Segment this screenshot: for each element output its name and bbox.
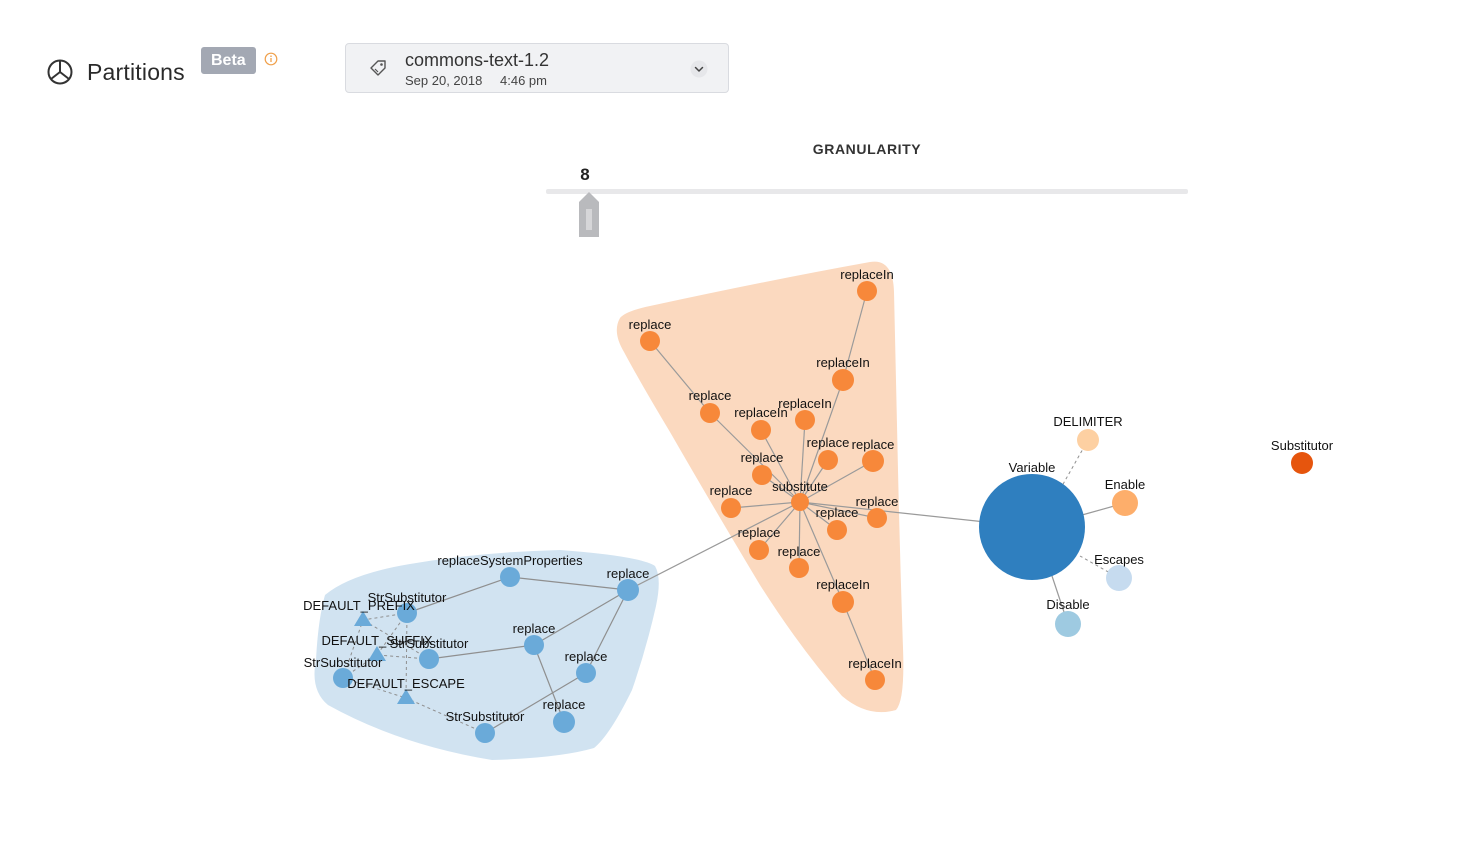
node-default-escape <box>397 689 415 704</box>
right-labels: Variable DELIMITER Enable Escapes Disabl… <box>1009 414 1334 612</box>
label-replace-1: replace <box>629 317 672 332</box>
node-blue-replace-3 <box>576 663 596 683</box>
node-enable[interactable] <box>1112 490 1138 516</box>
label-replacein-5: replaceIn <box>816 577 869 592</box>
label-replace-7: replace <box>856 494 899 509</box>
node-escapes[interactable] <box>1106 565 1132 591</box>
label-blue-replace-4: replace <box>543 697 586 712</box>
label-strsubstitutor-2: StrSubstitutor <box>390 636 469 651</box>
node-replace-5 <box>752 465 772 485</box>
granularity-slider-handle[interactable] <box>579 192 599 237</box>
label-substitutor: Substitutor <box>1271 438 1334 453</box>
label-replace-8: replace <box>816 505 859 520</box>
node-replacein-6 <box>865 670 885 690</box>
label-replacein-6: replaceIn <box>848 656 901 671</box>
orange-nodes[interactable] <box>640 281 887 690</box>
label-replacein-3: replaceIn <box>734 405 787 420</box>
node-replace-6 <box>721 498 741 518</box>
label-default-suffix: DEFAULT_SUFFIX <box>321 633 432 648</box>
label-strsubstitutor-4: StrSubstitutor <box>446 709 525 724</box>
node-replacein-3 <box>751 420 771 440</box>
label-blue-replace-2: replace <box>513 621 556 636</box>
label-replace-5: replace <box>741 450 784 465</box>
granularity-value: 8 <box>580 165 590 184</box>
node-replacein-4 <box>795 410 815 430</box>
node-replace-1 <box>640 331 660 351</box>
node-replacein-1 <box>857 281 877 301</box>
info-icon[interactable] <box>264 52 278 66</box>
node-replacesystemproperties <box>500 567 520 587</box>
chevron-down-icon[interactable] <box>690 60 708 78</box>
release-name: commons-text-1.2 <box>405 50 550 70</box>
node-strsubstitutor-1 <box>397 603 417 623</box>
release-selector[interactable]: commons-text-1.2 Sep 20, 2018 4:46 pm <box>345 43 729 93</box>
node-blue-replace-4 <box>553 711 575 733</box>
node-disable[interactable] <box>1055 611 1081 637</box>
label-replace-4: replace <box>852 437 895 452</box>
node-substitutor[interactable] <box>1291 452 1313 474</box>
node-replace-7 <box>867 508 887 528</box>
blue-edges <box>406 576 629 734</box>
release-time: 4:46 pm <box>500 73 547 88</box>
page-title-group: Partitions <box>46 58 185 86</box>
label-default-prefix: DEFAULT_PREFIX <box>303 598 415 613</box>
node-replacein-2 <box>832 369 854 391</box>
label-delimiter: DELIMITER <box>1053 414 1122 429</box>
node-replace-2 <box>700 403 720 423</box>
label-replace-3: replace <box>807 435 850 450</box>
label-replace-2: replace <box>689 388 732 403</box>
orange-cluster-hull <box>616 261 904 713</box>
node-blue-replace-2 <box>524 635 544 655</box>
label-enable: Enable <box>1105 477 1145 492</box>
node-default-prefix <box>354 611 372 626</box>
node-substitute <box>791 493 809 511</box>
release-date: Sep 20, 2018 <box>405 73 483 88</box>
label-blue-replace-3: replace <box>565 649 608 664</box>
label-replacein-1: replaceIn <box>840 267 893 282</box>
label-replace-9: replace <box>738 525 781 540</box>
node-strsubstitutor-3 <box>333 668 353 688</box>
node-strsubstitutor-4 <box>475 723 495 743</box>
label-replace-10: replace <box>778 544 821 559</box>
granularity-label: GRANULARITY <box>812 141 922 157</box>
page-header: Partitions Beta commons-text-1.2 Sep 20,… <box>0 0 1482 110</box>
granularity-slider-track[interactable] <box>546 189 1188 194</box>
label-disable: Disable <box>1046 597 1089 612</box>
node-replacein-5 <box>832 591 854 613</box>
node-default-suffix <box>368 646 386 661</box>
tag-icon <box>370 60 386 76</box>
node-replace-3 <box>818 450 838 470</box>
label-replacein-2: replaceIn <box>816 355 869 370</box>
node-replace-10 <box>789 558 809 578</box>
page-title: Partitions <box>87 58 185 85</box>
orange-labels: replaceIn replace replaceIn replace repl… <box>629 267 902 671</box>
node-replace-4 <box>862 450 884 472</box>
node-blue-replace-1 <box>617 579 639 601</box>
node-replace-9 <box>749 540 769 560</box>
beta-badge: Beta <box>201 47 256 74</box>
label-strsubstitutor-3: StrSubstitutor <box>304 655 383 670</box>
pie-chart-icon <box>47 59 73 85</box>
blue-nodes[interactable] <box>333 567 639 743</box>
blue-labels: replaceSystemProperties replace StrSubst… <box>303 553 649 724</box>
label-default-escape: DEFAULT_ESCAPE <box>347 676 465 691</box>
node-delimiter[interactable] <box>1077 429 1099 451</box>
label-blue-replace-1: replace <box>607 566 650 581</box>
label-variable: Variable <box>1009 460 1056 475</box>
label-replace-6: replace <box>710 483 753 498</box>
label-replacein-4: replaceIn <box>778 396 831 411</box>
node-variable[interactable] <box>979 474 1085 580</box>
label-escapes: Escapes <box>1094 552 1144 567</box>
node-strsubstitutor-2 <box>419 649 439 669</box>
label-substitute: substitute <box>772 479 828 494</box>
label-replacesystemproperties: replaceSystemProperties <box>437 553 583 568</box>
blue-cluster-hull <box>314 550 659 760</box>
node-replace-8 <box>827 520 847 540</box>
label-strsubstitutor-1: StrSubstitutor <box>368 590 447 605</box>
